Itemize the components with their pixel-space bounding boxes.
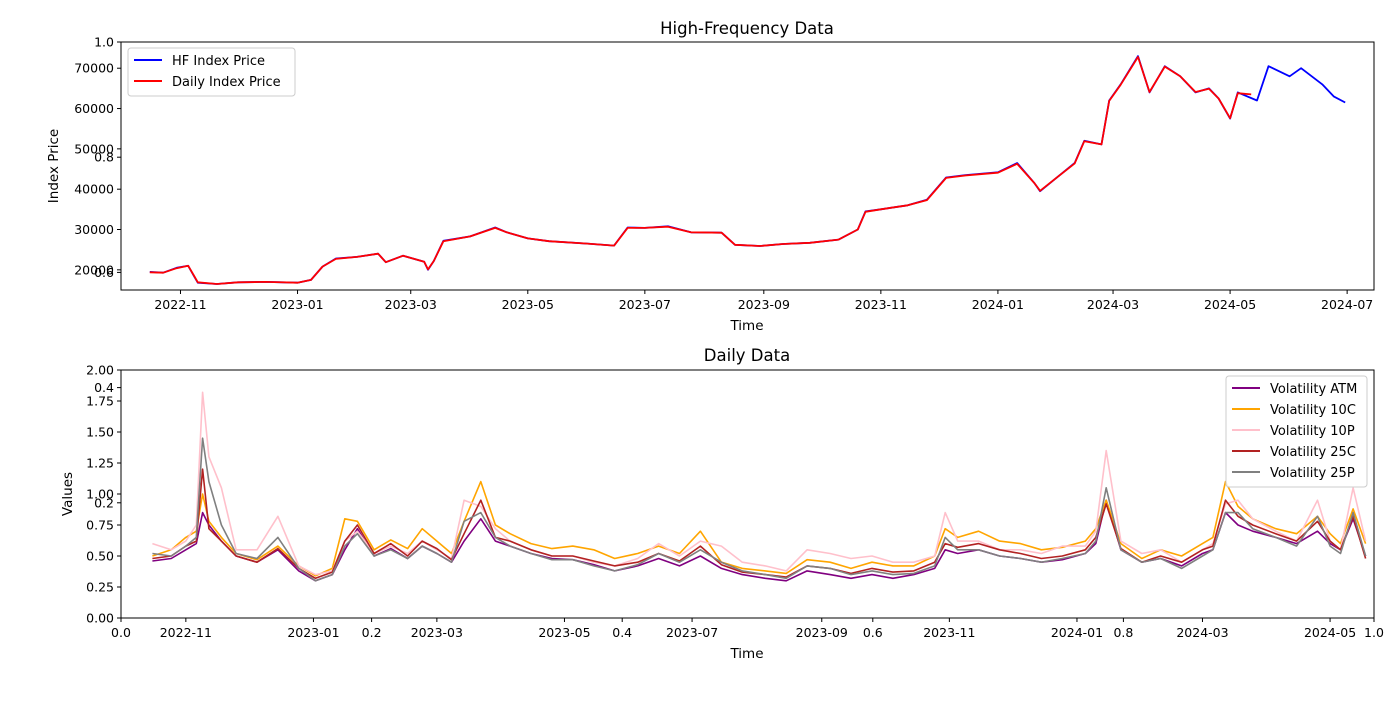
y-tick-label: 1.75 — [86, 394, 114, 409]
x-tick-label: 2023-09 — [796, 625, 848, 640]
y-tick-label: 40000 — [74, 182, 114, 197]
y-tick-label: 1.00 — [86, 487, 114, 502]
plot-frame — [120, 41, 1375, 291]
series-line-volatility-10p — [152, 391, 1367, 576]
y-tick-label: 50000 — [74, 141, 114, 156]
legend-box — [127, 47, 296, 97]
x-tick-label: 2023-05 — [538, 625, 590, 640]
series-line-hf-index-price — [149, 55, 1346, 285]
chart-title: High-Frequency Data — [660, 19, 834, 38]
y-tick-label: 30000 — [74, 222, 114, 237]
x-tick-label: 2024-07 — [1321, 297, 1373, 312]
x-tick-label: 2023-03 — [385, 297, 437, 312]
ghost-x-tick-label: 0.2 — [362, 625, 382, 640]
x-tick-label: 2023-05 — [502, 297, 554, 312]
ghost-x-tick-label: 1.0 — [1364, 625, 1384, 640]
y-tick-label: 1.25 — [86, 456, 114, 471]
y-tick-label: 0.25 — [86, 580, 114, 595]
x-tick-label: 2024-01 — [1051, 625, 1103, 640]
x-tick-label: 2023-03 — [411, 625, 463, 640]
x-tick-label: 2023-11 — [855, 297, 907, 312]
ghost-x-tick-label: 0.8 — [1113, 625, 1133, 640]
x-tick-label: 2024-05 — [1204, 297, 1256, 312]
x-tick-label: 2022-11 — [154, 297, 206, 312]
series-line-volatility-25p — [152, 437, 1367, 582]
y-tick-label: 1.50 — [86, 425, 114, 440]
ghost-x-tick-label: 0.0 — [111, 625, 131, 640]
legend-label: HF Index Price — [172, 54, 265, 69]
legend: Volatility ATM Volatility 10C Volatility 1… — [1225, 375, 1368, 488]
x-tick-label: 2023-09 — [738, 297, 790, 312]
x-tick-label: 2022-11 — [160, 625, 212, 640]
legend-label: Volatility 10P — [1270, 424, 1355, 439]
y-tick-label: 0.00 — [86, 611, 114, 626]
y-tick-label: 0.50 — [86, 549, 114, 564]
ghost-y-tick-label: 1.0 — [94, 35, 114, 50]
legend-label: Daily Index Price — [172, 75, 281, 90]
ghost-y-tick-label: 0.6 — [94, 265, 114, 280]
ghost-y-tick-label: 0.8 — [94, 150, 114, 165]
x-tick-label: 2023-07 — [619, 297, 671, 312]
series-line-daily-index-price — [149, 56, 1252, 285]
ghost-y-tick-label: 0.2 — [94, 495, 114, 510]
chart-title: Daily Data — [704, 346, 790, 365]
x-tick-label: 2024-03 — [1176, 625, 1228, 640]
y-tick-label: 60000 — [74, 101, 114, 116]
x-tick-label: 2023-01 — [287, 625, 339, 640]
y-tick-label: 20000 — [74, 262, 114, 277]
ghost-x-tick-label: 0.4 — [612, 625, 632, 640]
x-tick-label: 2023-07 — [666, 625, 718, 640]
plot-frame — [120, 369, 1375, 619]
x-tick-label: 2024-01 — [972, 297, 1024, 312]
y-axis-label: Index Price — [46, 129, 62, 203]
legend-label: Volatility 25C — [1270, 445, 1356, 460]
legend-label: Volatility ATM — [1270, 382, 1357, 397]
series-line-volatility-25c — [152, 468, 1367, 580]
x-tick-label: 2024-03 — [1087, 297, 1139, 312]
ghost-y-tick-label: 0.4 — [94, 380, 114, 395]
x-axis-label: Time — [729, 646, 763, 662]
x-axis-label: Time — [729, 318, 763, 334]
y-tick-label: 0.75 — [86, 518, 114, 533]
legend-box — [1225, 375, 1368, 488]
legend: HF Index Price Daily Index Price — [127, 47, 296, 97]
y-tick-label: 70000 — [74, 61, 114, 76]
series-line-volatility-10c — [152, 480, 1367, 577]
legend-label: Volatility 10C — [1270, 403, 1356, 418]
y-tick-label: 2.00 — [86, 363, 114, 378]
y-axis-label: Values — [60, 472, 76, 516]
legend-label: Volatility 25P — [1270, 466, 1355, 481]
x-tick-label: 2023-11 — [923, 625, 975, 640]
ghost-x-tick-label: 0.6 — [863, 625, 883, 640]
x-tick-label: 2024-05 — [1304, 625, 1356, 640]
x-tick-label: 2023-01 — [271, 297, 323, 312]
